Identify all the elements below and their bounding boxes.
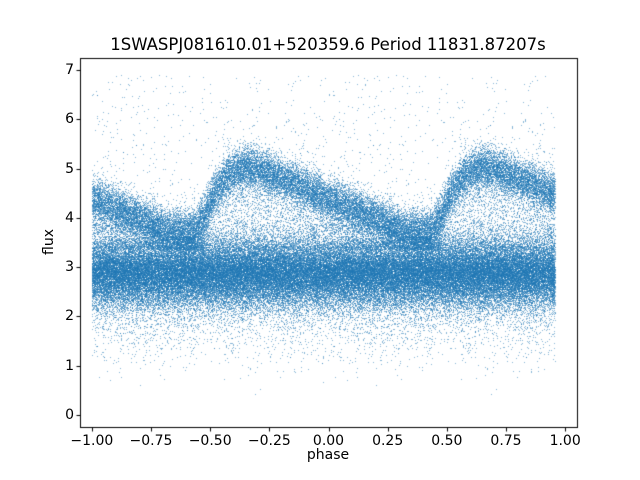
y-tick-label: 1 (65, 357, 74, 374)
y-tick-label: 5 (65, 160, 74, 177)
y-tick-label: 3 (65, 259, 74, 276)
x-tick-label: −0.75 (129, 433, 173, 449)
x-tick-label: 0.75 (490, 433, 522, 449)
x-tick-label: −1.00 (70, 433, 114, 449)
y-tick-label: 4 (65, 209, 74, 226)
x-tick-label: 0.50 (431, 433, 463, 449)
y-axis-label: flux (41, 229, 57, 255)
chart-title: 1SWASPJ081610.01+520359.6 Period 11831.8… (110, 35, 546, 54)
y-tick-label: 6 (65, 111, 74, 128)
x-tick-label: −0.25 (247, 433, 291, 449)
y-tick-label: 0 (65, 407, 74, 424)
x-tick-label: −0.50 (188, 433, 232, 449)
x-tick-label: 1.00 (549, 433, 581, 449)
y-tick-label: 7 (65, 61, 74, 78)
x-tick-label: 0.00 (312, 433, 345, 449)
y-tick-label: 2 (65, 308, 74, 325)
x-tick-label: 0.25 (372, 433, 404, 449)
x-axis-label: phase (306, 447, 350, 463)
